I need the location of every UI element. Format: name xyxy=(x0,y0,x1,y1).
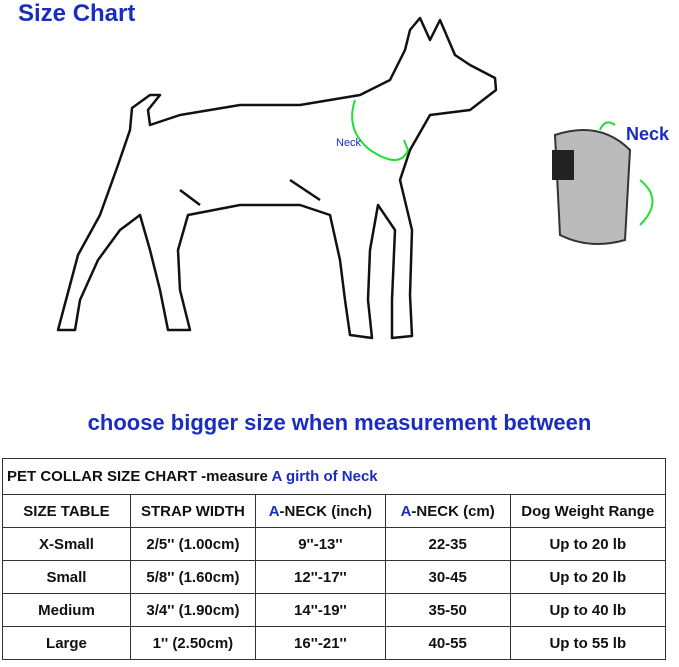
header-text: STRAP WIDTH xyxy=(140,502,245,520)
table-cell: 12''-17'' xyxy=(254,560,386,594)
table-cell: 30-45 xyxy=(384,560,511,594)
collar-product-icon xyxy=(552,129,632,245)
table-cell: 22-35 xyxy=(384,527,511,561)
table-row: Large 1'' (2.50cm) 16''-21'' 40-55 Up to 55 … xyxy=(2,626,667,660)
column-header: A-NECK (cm) xyxy=(384,494,511,528)
table-caption: PET COLLAR SIZE CHART -measure A girth o… xyxy=(2,458,666,495)
table-cell: Small xyxy=(2,560,131,594)
table-cell: 40-55 xyxy=(384,626,511,660)
header-prefix: A xyxy=(268,502,280,520)
measure-line-icon xyxy=(351,99,654,226)
column-header: A-NECK (inch) xyxy=(254,494,386,528)
table-cell: Up to 55 lb xyxy=(509,626,667,660)
table-cell: 14''-19'' xyxy=(254,593,386,627)
header-text: Dog Weight Range xyxy=(521,502,655,520)
caption-prefix: PET COLLAR SIZE CHART -measure xyxy=(7,468,268,485)
column-header: Dog Weight Range xyxy=(509,494,667,528)
table-cell: 5/8'' (1.60cm) xyxy=(129,560,256,594)
table-cell: 9''-13'' xyxy=(254,527,386,561)
table-cell: Up to 20 lb xyxy=(509,560,667,594)
header-prefix: A xyxy=(400,502,412,520)
neck-label: Neck xyxy=(626,124,670,144)
table-cell: Medium xyxy=(2,593,131,627)
column-header: SIZE TABLE xyxy=(2,494,131,528)
table-cell: 2/5'' (1.00cm) xyxy=(129,527,256,561)
dog-illustration xyxy=(56,16,654,340)
header-text: SIZE TABLE xyxy=(23,502,110,520)
caption-suffix: girth of Neck xyxy=(285,468,378,485)
header-text: -NECK (cm) xyxy=(411,502,495,520)
table-row: X-Small 2/5'' (1.00cm) 9''-13'' 22-35 Up to … xyxy=(2,527,667,561)
neck-small-label: Neck xyxy=(336,137,362,149)
table-cell: Up to 40 lb xyxy=(509,593,667,627)
caption-letter: A xyxy=(271,468,282,485)
size-note: choose bigger size when measurement betw… xyxy=(87,410,592,435)
table-cell: X-Small xyxy=(2,527,131,561)
size-table: PET COLLAR SIZE CHART -measure A girth o… xyxy=(2,458,667,660)
page-title: Size Chart xyxy=(18,0,136,27)
table-header-row: SIZE TABLE STRAP WIDTH A-NECK (inch) A-NECK… xyxy=(2,494,667,528)
table-row: Small 5/8'' (1.60cm) 12''-17'' 30-45 Up to 2… xyxy=(2,560,667,594)
table-cell: 1'' (2.50cm) xyxy=(129,626,256,660)
table-cell: Up to 20 lb xyxy=(509,527,667,561)
table-cell: 16''-21'' xyxy=(254,626,386,660)
column-header: STRAP WIDTH xyxy=(129,494,256,528)
dog-outline-icon xyxy=(56,16,498,340)
table-cell: Large xyxy=(2,626,131,660)
header-text: -NECK (inch) xyxy=(279,502,373,520)
table-cell: 3/4'' (1.90cm) xyxy=(129,593,256,627)
table-cell: 35-50 xyxy=(384,593,511,627)
table-row: Medium 3/4'' (1.90cm) 14''-19'' 35-50 Up to … xyxy=(2,593,667,627)
